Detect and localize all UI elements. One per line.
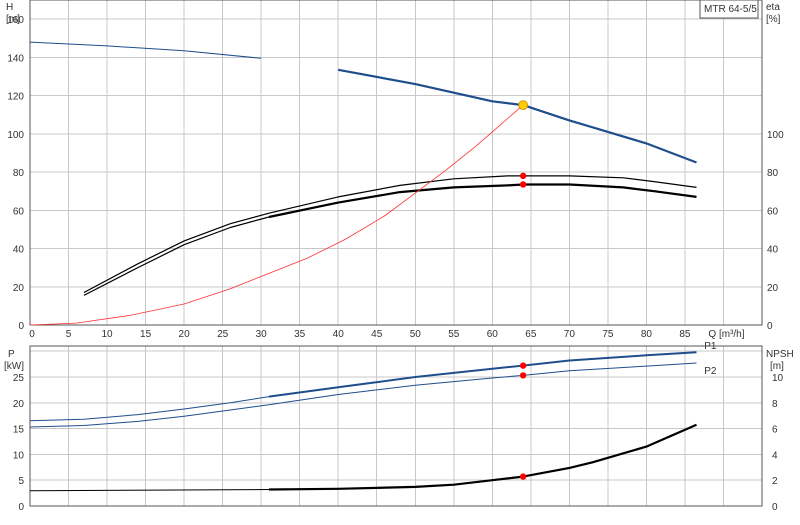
y-tick-label-left: 0 [18, 321, 24, 332]
head-curve [29, 41, 262, 59]
x-tick-label: 60 [487, 329, 499, 340]
x-tick-label: 15 [140, 329, 152, 340]
y-tick-label-right: 60 [767, 206, 779, 217]
p1-curve [268, 351, 697, 398]
y-tick-label-right: 80 [767, 168, 779, 179]
system-curve [29, 104, 524, 326]
y-tick-label-left: 60 [13, 206, 25, 217]
operating-point-marker [519, 372, 527, 379]
y-tick-label-left: 160 [7, 15, 24, 26]
y-tick-label-left: 15 [13, 425, 25, 436]
y-tick-label-left: 120 [7, 92, 24, 103]
top-grid [30, 0, 762, 325]
right-axis-unit: [%] [766, 14, 781, 25]
y-tick-label-right: 4 [772, 450, 778, 461]
right-axis-title: NPSH [766, 349, 794, 360]
x-tick-label: 65 [525, 329, 537, 340]
y-tick-label-left: 10 [13, 450, 25, 461]
npsh-curve [268, 423, 697, 491]
operating-point-marker [519, 181, 527, 188]
p1-label: P1 [704, 341, 717, 352]
bottom-grid [30, 346, 762, 506]
duty-point-marker [518, 100, 529, 111]
y-tick-label-right: 6 [772, 425, 778, 436]
y-tick-label-right: 8 [772, 399, 778, 410]
left-axis-title: P [8, 349, 15, 360]
y-tick-label-left: 0 [18, 502, 24, 513]
y-tick-label-left: 5 [18, 476, 24, 487]
x-tick-label: 20 [179, 329, 191, 340]
x-tick-label: 35 [294, 329, 306, 340]
y-tick-label-right: 10 [772, 373, 784, 384]
y-tick-label-left: 140 [7, 53, 24, 64]
npsh-curve [29, 489, 269, 492]
p1-curve [29, 396, 269, 422]
x-tick-label: 50 [410, 329, 422, 340]
bottom-panel-frame [29, 345, 763, 507]
efficiency-curve-lower [268, 183, 697, 219]
x-axis-label: Q [m³/h] [708, 329, 744, 340]
y-tick-label-left: 100 [7, 130, 24, 141]
x-tick-label: 85 [679, 329, 691, 340]
operating-point-marker [519, 473, 527, 480]
y-tick-label-left: 80 [13, 168, 25, 179]
y-tick-label-right: 0 [772, 502, 778, 513]
top-panel-frame [29, 0, 763, 326]
right-axis-unit: [m] [770, 361, 784, 372]
x-tick-label: 75 [602, 329, 614, 340]
y-tick-label-right: 20 [767, 283, 779, 294]
x-tick-label: 5 [66, 329, 72, 340]
x-tick-label: 40 [333, 329, 345, 340]
x-tick-label: 30 [256, 329, 268, 340]
model-label-box [699, 0, 759, 19]
operating-point-marker [519, 362, 527, 369]
x-tick-label: 55 [448, 329, 460, 340]
left-axis-unit: [m] [6, 14, 20, 25]
x-tick-label: 80 [641, 329, 653, 340]
x-tick-label: 45 [371, 329, 383, 340]
x-tick-label: 0 [29, 329, 35, 340]
left-axis-unit: [kW] [4, 361, 24, 372]
x-tick-label: 70 [564, 329, 576, 340]
p2-curve [29, 362, 697, 428]
y-tick-label-left: 40 [13, 245, 25, 256]
y-tick-label-right: 2 [772, 476, 778, 487]
y-tick-label-right: 0 [767, 321, 773, 332]
head-curve [337, 68, 697, 164]
y-tick-label-left: 25 [13, 373, 25, 384]
y-tick-label-left: 20 [13, 399, 25, 410]
y-tick-label-right: 40 [767, 245, 779, 256]
left-axis-title: H [6, 2, 13, 13]
x-tick-label: 25 [217, 329, 229, 340]
y-tick-label-right: 100 [767, 130, 784, 141]
right-axis-title: eta [766, 2, 780, 13]
y-tick-label-left: 20 [13, 283, 25, 294]
x-tick-label: 10 [101, 329, 113, 340]
p2-label: P2 [704, 366, 717, 377]
operating-point-marker [519, 172, 527, 180]
efficiency-curve-upper [83, 175, 697, 294]
efficiency-curve-lower [83, 216, 270, 296]
model-label: MTR 64-5/5 [704, 4, 757, 15]
